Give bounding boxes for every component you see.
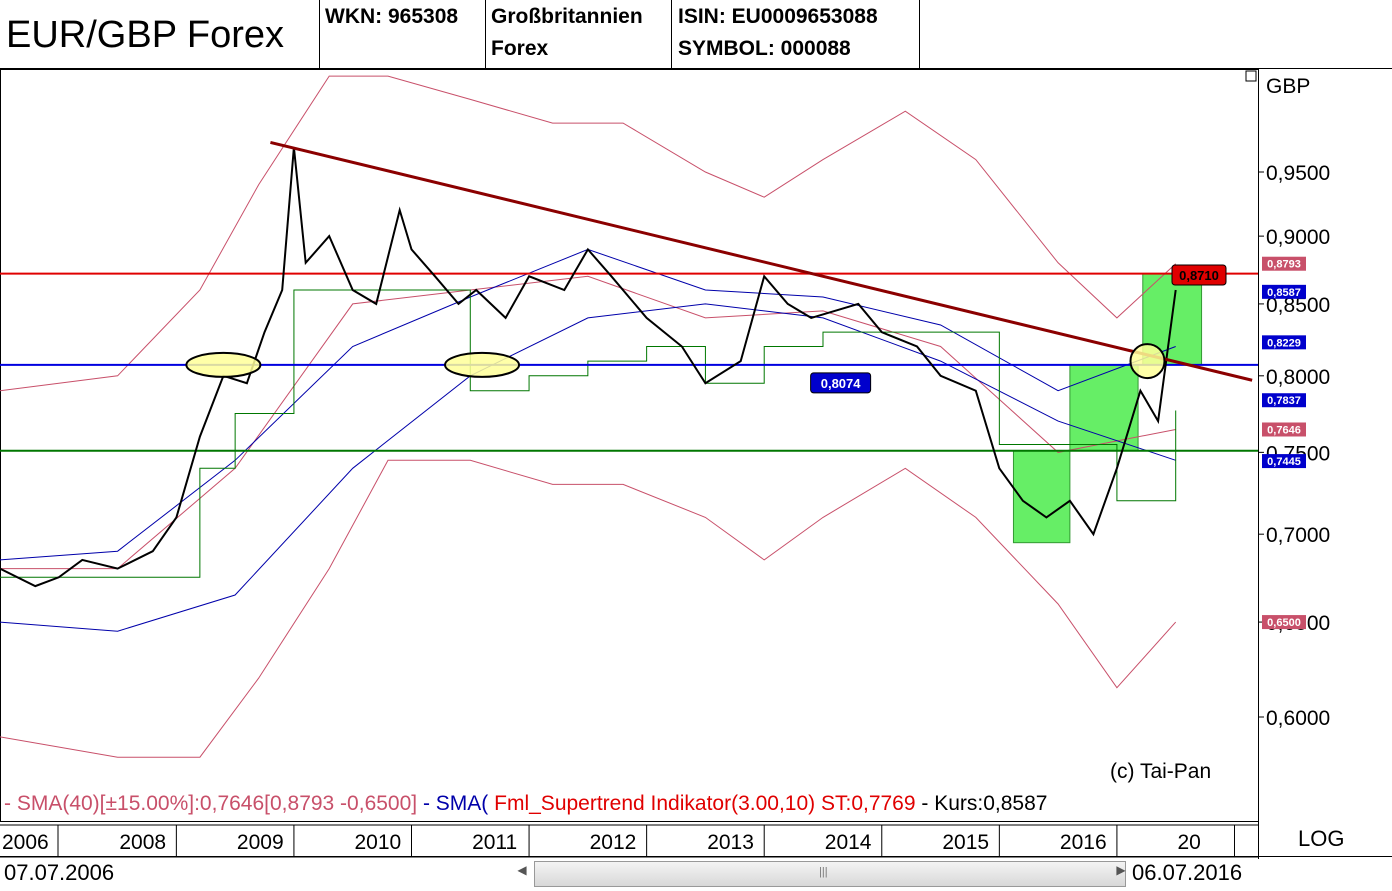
x-tick-label-2: 2009: [237, 831, 284, 854]
price-tag-2: 0,8587: [1267, 287, 1301, 299]
legend-sma40: - SMA(40)[±15.00%]:0,7646[0,8793 -0,6500…: [4, 792, 418, 815]
scroll-grip-icon: |||: [819, 866, 828, 878]
lower-band-line: [0, 459, 1177, 758]
price-tag-bg-5: [1262, 422, 1306, 437]
scale-mode-button[interactable]: LOG: [1298, 826, 1345, 851]
price-tag-bg-2: [1262, 284, 1306, 299]
currency-label: GBP: [1266, 75, 1310, 98]
isin-cell: ISIN: EU0009653088 SYMBOL: 000088: [672, 0, 920, 68]
x-tick-label-6: 2013: [707, 831, 754, 854]
price-tag-7: 0,6500: [1267, 617, 1301, 629]
price-tag-bg-6: [1262, 454, 1306, 469]
upper-band-line: [0, 75, 1177, 392]
y-tick-label-1: 0,9000: [1266, 226, 1330, 249]
price-tag-bg-4: [1262, 393, 1306, 408]
legend-sma: - SMA(: [422, 792, 489, 815]
close-chart-icon: [1245, 70, 1257, 82]
x-tick-label-5: 2012: [590, 831, 637, 854]
price-tag-4: 0,7837: [1267, 395, 1301, 407]
resistance-trendline: [270, 140, 1253, 382]
x-tick-label-9: 2016: [1060, 831, 1107, 854]
y-tick-label-5: 0,7000: [1266, 524, 1330, 547]
indicator-legend: - SMA(40)[±15.00%]:0,7646[0,8793 -0,6500…: [4, 792, 1047, 816]
copyright: (c) Tai-Pan: [1110, 760, 1212, 783]
wkn-label: WKN: 965308: [325, 5, 459, 28]
range-box-1: [1069, 364, 1139, 452]
highlight-ellipse-2: [1129, 343, 1166, 380]
price-tag-bg-0: [1171, 264, 1227, 286]
timeline-scrollbar[interactable]: |||: [534, 861, 1126, 887]
sma40-line: [0, 275, 1176, 570]
header-bar: EUR/GBP Forex WKN: 965308 Großbritannien…: [0, 0, 1392, 69]
y-tick-label-7: 0,6000: [1266, 707, 1330, 730]
market-label: Großbritannien: [491, 5, 643, 28]
isin-label: ISIN: EU0009653088: [678, 5, 878, 28]
highlight-ellipse-0: [185, 351, 262, 378]
x-tick-label-3: 2010: [354, 831, 401, 854]
supertrend-line: [0, 289, 1177, 578]
title-cell: EUR/GBP Forex: [0, 0, 320, 68]
sma-long-line: [0, 303, 1176, 632]
price-tag-bg-3: [1262, 335, 1306, 350]
start-date: 07.07.2006: [4, 860, 115, 885]
symbol-label: SYMBOL: 000088: [678, 37, 851, 60]
instrument-title: EUR/GBP Forex: [6, 14, 285, 56]
y-tick-label-3: 0,8000: [1266, 366, 1330, 389]
footer-bar: 07.07.2006 ◀ ||| ▶ 06.07.2016: [0, 856, 1392, 891]
x-tick-label-1: 2008: [119, 831, 166, 854]
price-tag-bg-1: [1262, 256, 1306, 271]
y-tick-label-2: 0,8500: [1266, 294, 1330, 317]
x-tick-label-0: 2006: [2, 831, 49, 854]
x-tick-label-7: 2014: [825, 831, 872, 854]
level-badge-bg: [810, 372, 872, 394]
price-chart[interactable]: 0,80740,95000,90000,85000,80000,75000,70…: [0, 69, 1392, 859]
level-badge-text: 0,8074: [821, 376, 862, 391]
highlight-ellipse-1: [444, 351, 521, 378]
scroll-right-icon[interactable]: ▶: [1116, 863, 1126, 877]
market-label-2: Forex: [491, 37, 549, 60]
price-tag-0: 0,8710: [1179, 268, 1219, 283]
price-tag-5: 0,7646: [1267, 424, 1301, 436]
scroll-left-icon[interactable]: ◀: [517, 863, 527, 877]
legend-supertrend: Fml_Supertrend Indikator(3.00,10) ST:0,7…: [494, 792, 916, 815]
wkn-cell: WKN: 965308: [320, 0, 486, 68]
price-tag-3: 0,8229: [1267, 337, 1301, 349]
market-cell: Großbritannien Forex: [486, 0, 672, 68]
price-tag-1: 0,8793: [1267, 259, 1301, 271]
range-box-0: [1012, 450, 1071, 544]
x-tick-label-4: 2011: [472, 831, 517, 854]
x-tick-label-8: 2015: [942, 831, 989, 854]
y-tick-label-0: 0,9500: [1266, 162, 1330, 185]
price-tag-bg-7: [1262, 615, 1306, 630]
x-tick-label-10: 20: [1177, 831, 1200, 854]
legend-price: - Kurs:0,8587: [921, 792, 1048, 815]
end-date: 06.07.2016: [1132, 860, 1243, 885]
price-tag-6: 0,7445: [1267, 456, 1301, 468]
